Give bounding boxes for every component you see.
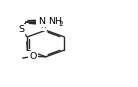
Text: H: H: [41, 21, 46, 30]
Text: O: O: [29, 52, 36, 61]
Text: S: S: [18, 25, 24, 34]
Text: N: N: [37, 18, 44, 27]
Text: 2: 2: [59, 21, 64, 27]
Text: NH: NH: [49, 17, 63, 26]
Text: N: N: [38, 17, 45, 26]
